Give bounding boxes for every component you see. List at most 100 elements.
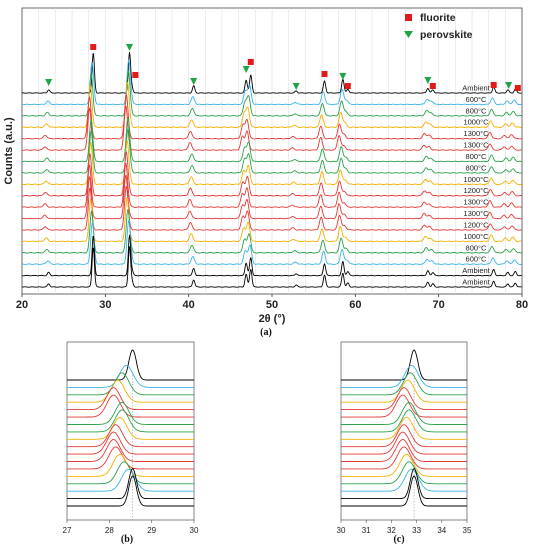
panel-b-trace	[67, 409, 194, 433]
panel-a-trace-label: 1300°C	[463, 209, 489, 218]
panel-a-trace	[22, 174, 522, 220]
panel-b-trace	[67, 364, 194, 388]
perovskite-marker	[126, 44, 133, 51]
panel-a-x-tick-label: 60	[349, 299, 361, 311]
fluorite-marker	[514, 85, 521, 91]
panel-a-x-tick-label: 50	[266, 299, 278, 311]
panel-a-trace-label: 1300°C	[463, 198, 489, 207]
panel-c-trace	[341, 416, 467, 440]
caption-b: (b)	[121, 534, 133, 545]
fluorite-marker	[429, 83, 436, 89]
panel-a-trace-label: 1200°C	[463, 220, 489, 229]
panel-b-trace	[67, 402, 194, 425]
panel-b-trace	[67, 461, 194, 485]
legend-fluorite-square	[405, 14, 412, 21]
panel-b-trace	[67, 431, 194, 455]
panel-c-x-tick-label: 34	[437, 526, 446, 535]
panel-a-trace-label: 800°C	[466, 243, 488, 252]
panel-a-trace	[21, 186, 522, 231]
caption-c: (c)	[393, 534, 404, 545]
panel-b-x-tick-label: 27	[63, 526, 72, 535]
fluorite-marker	[344, 83, 351, 89]
panel-a-trace-label: 1300°C	[463, 129, 489, 138]
panel-b-trace	[67, 424, 194, 448]
panel-c-trace	[341, 349, 467, 381]
panel-c-trace	[341, 468, 467, 500]
panel-a-trace-label: 800°C	[466, 106, 488, 115]
perovskite-marker	[242, 66, 250, 73]
panel-a-x-tick-label: 30	[99, 299, 111, 311]
panel-c-trace	[341, 461, 467, 485]
panel-a-trace	[21, 81, 522, 128]
panel-c-trace	[341, 453, 467, 477]
panel-b-x-tick-label: 30	[190, 526, 199, 535]
panel-a-trace	[21, 70, 522, 117]
panel-a-y-axis-label: Counts (a.u.)	[3, 117, 15, 185]
panel-c-trace	[341, 468, 467, 492]
panel-b-trace	[67, 439, 194, 462]
panel-a-trace-label: 800°C	[466, 163, 488, 172]
panel-c-frame	[340, 341, 468, 521]
panel-a-trace-label: Ambient	[462, 84, 490, 93]
fluorite-marker	[247, 59, 254, 65]
panel-c-x-tick-label: 33	[412, 526, 421, 535]
panel-a-trace-label: 1000°C	[463, 118, 489, 127]
panel-c-trace	[341, 409, 467, 433]
panel-c-trace	[341, 431, 467, 455]
panel-a-trace	[22, 51, 522, 94]
panel-c-trace	[341, 446, 467, 470]
panel-b-x-tick-label: 28	[105, 526, 114, 535]
fluorite-marker	[490, 82, 497, 88]
panel-a-trace-label: 800°C	[466, 152, 488, 161]
panel-c-trace	[341, 394, 467, 418]
panel-b-trace	[67, 394, 194, 418]
panel-a-trace-label: 600°C	[466, 255, 488, 264]
legend-perovskite-triangle	[404, 31, 413, 38]
perovskite-marker	[45, 79, 53, 86]
panel-a-trace	[22, 197, 522, 243]
panel-c-trace	[341, 439, 467, 462]
fluorite-marker	[321, 71, 328, 77]
panel-a-trace	[21, 105, 522, 151]
panel-b-trace	[67, 387, 194, 411]
panel-a-trace	[21, 151, 522, 197]
panel-c-perovskite-zoom: 30 31 32 33 34 35	[337, 341, 472, 535]
panel-c-trace	[341, 475, 467, 507]
panel-b-frame	[66, 341, 195, 521]
panel-b-trace	[67, 416, 194, 440]
panel-c-trace	[341, 402, 467, 425]
panel-a-trace	[21, 208, 522, 254]
panel-a-main-pattern: 20 30 40 50 60 70 80 2θ (°) Counts (a.u.) Ambient…	[3, 7, 528, 325]
panel-a-trace-label: 1300°C	[463, 141, 489, 150]
panel-a-trace	[21, 59, 522, 106]
panel-b-trace	[67, 446, 194, 470]
panel-a-trace	[21, 128, 522, 174]
panel-a-x-axis-label: 2θ (°)	[259, 313, 286, 325]
panel-a-trace-label: 1200°C	[463, 186, 489, 195]
panel-b-trace	[67, 468, 194, 492]
panel-a-trace	[21, 94, 522, 140]
panel-a-trace	[21, 220, 522, 265]
perovskite-marker	[424, 77, 432, 84]
panel-a-x-tick-label: 20	[16, 299, 28, 311]
panel-a-trace	[21, 163, 522, 208]
panel-b-fluorite-zoom: 27 28 29 30	[63, 341, 199, 535]
fluorite-marker	[132, 72, 139, 78]
panel-c-x-tick-label: 35	[463, 526, 472, 535]
perovskite-marker	[505, 82, 513, 89]
panel-a-trace	[21, 246, 522, 288]
panel-c-x-tick-label: 32	[387, 526, 396, 535]
panel-b-trace	[67, 349, 194, 381]
legend-perovskite-label: perovskite	[420, 29, 473, 41]
panel-b-trace	[67, 475, 194, 507]
panel-c-trace	[341, 379, 467, 403]
panel-c-x-tick-label: 30	[337, 526, 346, 535]
perovskite-marker	[339, 73, 347, 80]
panel-a-trace-label: 600°C	[466, 95, 488, 104]
panel-c-x-tick-label: 31	[362, 526, 371, 535]
panel-a-x-tick-label: 70	[433, 299, 445, 311]
panel-a-x-tick-label: 40	[183, 299, 195, 311]
panel-b-trace	[67, 379, 194, 403]
panel-a-trace-label: 1000°C	[463, 232, 489, 241]
